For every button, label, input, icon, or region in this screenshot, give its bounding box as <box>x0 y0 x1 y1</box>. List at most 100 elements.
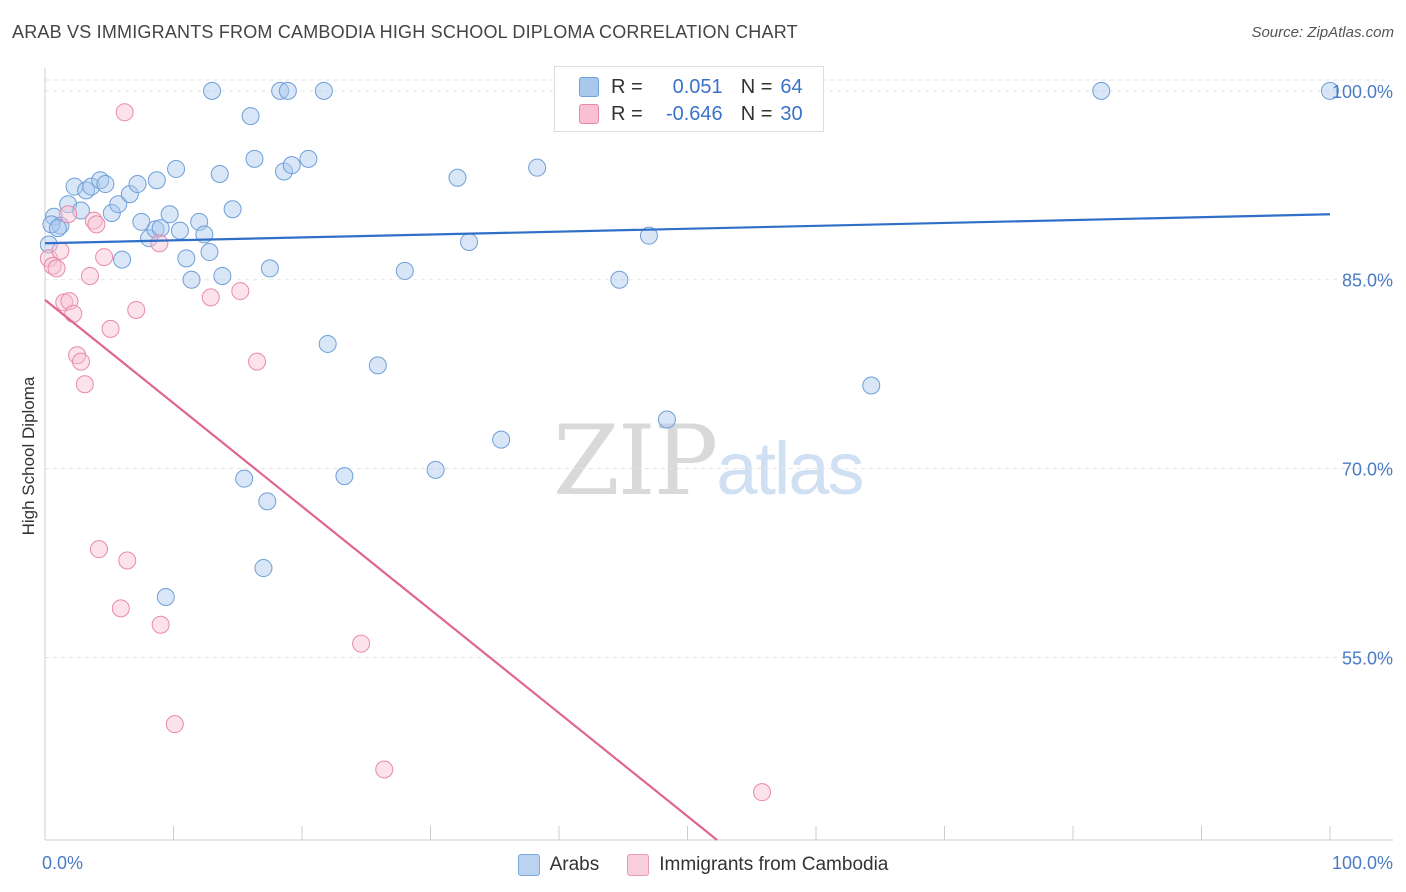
legend-r-label: R = <box>611 102 643 125</box>
trend-line-cambodia <box>44 299 718 841</box>
series-legend: Arabs Immigrants from Cambodia <box>0 852 1406 878</box>
point-arabs <box>177 249 196 268</box>
point-arabs <box>1321 81 1339 100</box>
point-arabs <box>610 270 629 289</box>
point-arabs <box>318 334 337 353</box>
point-arabs <box>39 235 58 254</box>
point-arabs <box>235 469 254 488</box>
y-tick-label: 100.0% <box>1332 82 1393 102</box>
point-cambodia <box>59 205 78 224</box>
point-arabs <box>282 156 301 175</box>
point-arabs <box>271 81 290 100</box>
point-arabs <box>335 467 354 486</box>
x-tick-label: 100.0% <box>1332 853 1393 873</box>
point-arabs <box>113 250 132 269</box>
trend-lines <box>44 213 1331 841</box>
point-cambodia <box>201 288 220 307</box>
axes <box>44 68 1393 841</box>
point-arabs <box>96 175 115 194</box>
legend-r-value: -0.646 <box>665 102 723 125</box>
point-cambodia <box>118 551 137 570</box>
y-tick-label: 70.0% <box>1342 460 1393 480</box>
point-arabs <box>48 219 67 238</box>
legend-n-value: 64 <box>780 75 803 98</box>
point-arabs <box>44 207 63 226</box>
point-arabs <box>182 270 201 289</box>
point-arabs <box>299 149 318 168</box>
point-arabs <box>132 212 151 231</box>
gridlines <box>45 79 1390 658</box>
point-arabs <box>278 81 297 100</box>
correlation-legend: R = 0.051 N = 64 R = -0.646 N = 30 <box>554 66 824 132</box>
point-arabs <box>260 259 279 278</box>
series-legend-item-cambodia: Immigrants from Cambodia <box>627 854 888 876</box>
legend-r-label: R = <box>611 75 643 98</box>
point-arabs <box>862 376 881 395</box>
point-arabs <box>528 158 547 177</box>
point-arabs <box>200 243 219 262</box>
legend-row-cambodia: R = -0.646 N = 30 <box>579 100 803 128</box>
source-label: Source: ZipAtlas.com <box>1251 24 1394 41</box>
y-tick-label: 55.0% <box>1342 648 1393 668</box>
point-arabs <box>223 200 242 219</box>
point-arabs <box>1092 81 1111 100</box>
point-cambodia <box>115 103 134 122</box>
point-cambodia <box>248 352 267 371</box>
legend-n-label: N = <box>740 75 773 98</box>
point-arabs <box>241 107 260 126</box>
series-legend-item-arabs: Arabs <box>517 854 600 876</box>
legend-row-arabs: R = 0.051 N = 64 <box>579 73 803 101</box>
point-cambodia <box>151 615 170 634</box>
point-arabs <box>460 232 479 251</box>
point-arabs <box>147 171 166 190</box>
point-cambodia <box>47 259 66 278</box>
series-label-cambodia: Immigrants from Cambodia <box>659 854 889 875</box>
point-arabs <box>167 159 186 178</box>
series-label-arabs: Arabs <box>549 854 600 875</box>
point-arabs <box>657 410 676 429</box>
point-arabs <box>639 226 658 245</box>
point-arabs <box>170 221 189 240</box>
point-arabs <box>102 204 121 223</box>
tick-labels: 100.0% 85.0% 70.0% 55.0% 0.0% 100.0% <box>42 82 1393 873</box>
series-swatch-arabs <box>517 854 540 876</box>
chart-title: ARAB VS IMMIGRANTS FROM CAMBODIA HIGH SC… <box>12 22 798 42</box>
point-arabs <box>492 430 511 449</box>
point-cambodia <box>75 375 94 394</box>
point-cambodia <box>89 540 108 559</box>
legend-n-value: 30 <box>780 102 803 125</box>
point-cambodia <box>64 304 83 323</box>
point-cambodia <box>71 352 90 371</box>
legend-swatch-arabs <box>579 77 599 97</box>
point-cambodia <box>87 215 106 234</box>
point-cambodia <box>95 248 114 267</box>
point-arabs <box>254 559 273 578</box>
point-arabs <box>109 195 128 214</box>
series-swatch-cambodia <box>627 854 650 876</box>
point-arabs <box>275 162 294 181</box>
legend-r-value: 0.051 <box>672 75 723 98</box>
point-arabs <box>426 460 445 479</box>
point-cambodia <box>51 241 70 260</box>
x-tick-label: 0.0% <box>42 853 83 873</box>
y-axis-label: High School Diploma <box>19 376 38 535</box>
y-tick-label: 85.0% <box>1342 271 1393 291</box>
point-arabs <box>210 164 229 183</box>
point-cambodia <box>101 319 120 338</box>
trend-line-arabs <box>44 213 1331 245</box>
point-cambodia <box>111 599 130 618</box>
point-cambodia <box>165 715 184 734</box>
point-arabs <box>160 205 179 224</box>
point-arabs <box>120 185 139 204</box>
point-cambodia <box>231 282 250 301</box>
point-arabs <box>156 588 175 607</box>
point-cambodia <box>753 783 772 802</box>
point-arabs <box>448 168 467 187</box>
point-arabs <box>245 149 264 168</box>
point-cambodia <box>127 300 146 319</box>
point-arabs <box>140 229 159 248</box>
point-arabs <box>82 177 101 196</box>
point-arabs <box>368 356 387 375</box>
point-arabs <box>258 492 277 511</box>
point-arabs <box>395 261 414 280</box>
